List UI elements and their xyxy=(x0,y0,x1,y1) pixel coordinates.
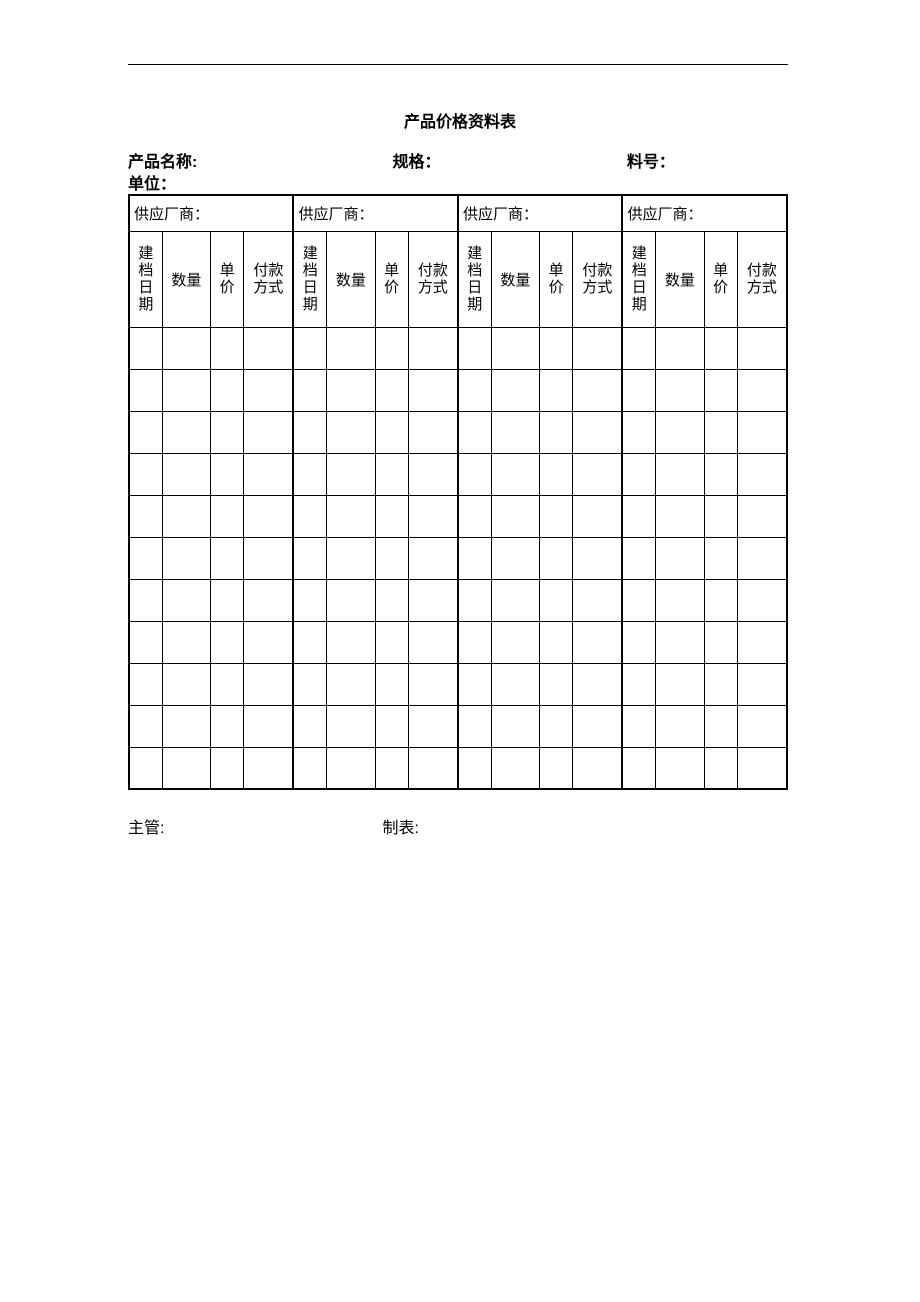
table-row xyxy=(129,453,787,495)
col-price: 单价 xyxy=(540,231,573,327)
material-no-label: 料号： xyxy=(627,148,727,172)
col-date: 建档日期 xyxy=(458,231,491,327)
table-row xyxy=(129,747,787,789)
col-payment: 付款方式 xyxy=(573,231,623,327)
preparer-label: 制表: xyxy=(382,814,418,838)
price-table: 供应厂商： 供应厂商： 供应厂商： 供应厂商： 建档日期 数量 单价 付款方式 … xyxy=(128,194,788,790)
col-date: 建档日期 xyxy=(622,231,655,327)
column-header-row: 建档日期 数量 单价 付款方式 建档日期 数量 单价 付款方式 建档日期 数量 … xyxy=(129,231,787,327)
col-price: 单价 xyxy=(375,231,408,327)
unit-label: 单位： xyxy=(128,170,176,194)
supplier-header-2: 供应厂商： xyxy=(293,195,457,231)
col-price: 单价 xyxy=(211,231,244,327)
col-date: 建档日期 xyxy=(293,231,326,327)
page-title: 产品价格资料表 xyxy=(0,108,920,132)
col-price: 单价 xyxy=(704,231,737,327)
supplier-header-4: 供应厂商： xyxy=(622,195,787,231)
table-row xyxy=(129,495,787,537)
supplier-header-3: 供应厂商： xyxy=(458,195,622,231)
table-row xyxy=(129,369,787,411)
col-qty: 数量 xyxy=(491,231,539,327)
header-rule xyxy=(128,64,788,65)
info-row: 产品名称: 规格： 料号： xyxy=(128,148,788,172)
spec-label: 规格： xyxy=(392,148,622,172)
col-date: 建档日期 xyxy=(129,231,162,327)
col-payment: 付款方式 xyxy=(244,231,294,327)
supervisor-label: 主管: xyxy=(128,814,378,838)
supplier-header-row: 供应厂商： 供应厂商： 供应厂商： 供应厂商： xyxy=(129,195,787,231)
product-name-label: 产品名称: xyxy=(128,148,388,172)
table-row xyxy=(129,705,787,747)
footer-row: 主管: 制表: xyxy=(128,814,788,838)
col-qty: 数量 xyxy=(162,231,210,327)
table-row xyxy=(129,663,787,705)
col-qty: 数量 xyxy=(656,231,704,327)
table-row xyxy=(129,411,787,453)
table-row xyxy=(129,327,787,369)
table-row xyxy=(129,579,787,621)
col-payment: 付款方式 xyxy=(737,231,787,327)
table-row xyxy=(129,537,787,579)
table-row xyxy=(129,621,787,663)
supplier-header-1: 供应厂商： xyxy=(129,195,293,231)
col-qty: 数量 xyxy=(327,231,375,327)
col-payment: 付款方式 xyxy=(408,231,458,327)
